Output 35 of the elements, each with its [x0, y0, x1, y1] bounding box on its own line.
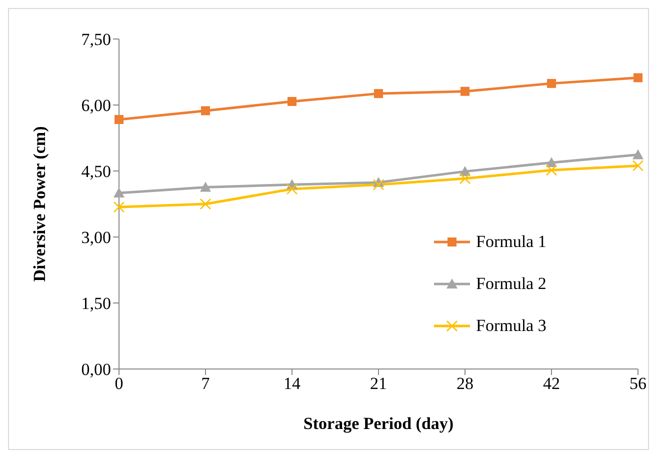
x-axis-title: Storage Period (day)	[303, 414, 454, 433]
point	[632, 160, 644, 172]
point	[547, 78, 556, 88]
point	[634, 73, 642, 82]
point	[113, 201, 125, 213]
x-tick-label: 0	[114, 374, 124, 394]
y-tick-label: 7,50	[81, 30, 111, 50]
point	[459, 172, 471, 184]
y-tick-label: 3,00	[81, 228, 111, 248]
legend-label: Formula 2	[476, 274, 546, 294]
point	[460, 86, 470, 96]
x-tick-label: 42	[543, 374, 560, 394]
y-tick-label: 0,00	[81, 360, 111, 380]
legend-label: Formula 1	[476, 232, 546, 252]
x-tick-label: 7	[201, 374, 210, 394]
point	[200, 182, 211, 192]
point	[286, 183, 298, 195]
point	[288, 96, 296, 106]
point	[114, 115, 124, 124]
point	[372, 178, 384, 190]
y-tick-label: 4,50	[81, 162, 111, 182]
point	[374, 89, 383, 98]
x-tick-label: 28	[456, 374, 474, 394]
point	[200, 198, 212, 210]
x-tick-label: 14	[284, 374, 301, 394]
point	[114, 188, 124, 198]
legend-label: Formula 3	[476, 316, 546, 336]
x-tick-label: 56	[630, 374, 646, 394]
point	[201, 106, 210, 116]
x-tick-label: 21	[370, 374, 387, 394]
y-axis-title: Diversive Power (cm)	[30, 126, 50, 282]
y-tick-label: 1,50	[81, 294, 111, 314]
y-tick-label: 6,00	[81, 96, 111, 116]
point	[632, 149, 644, 160]
point	[546, 164, 558, 176]
